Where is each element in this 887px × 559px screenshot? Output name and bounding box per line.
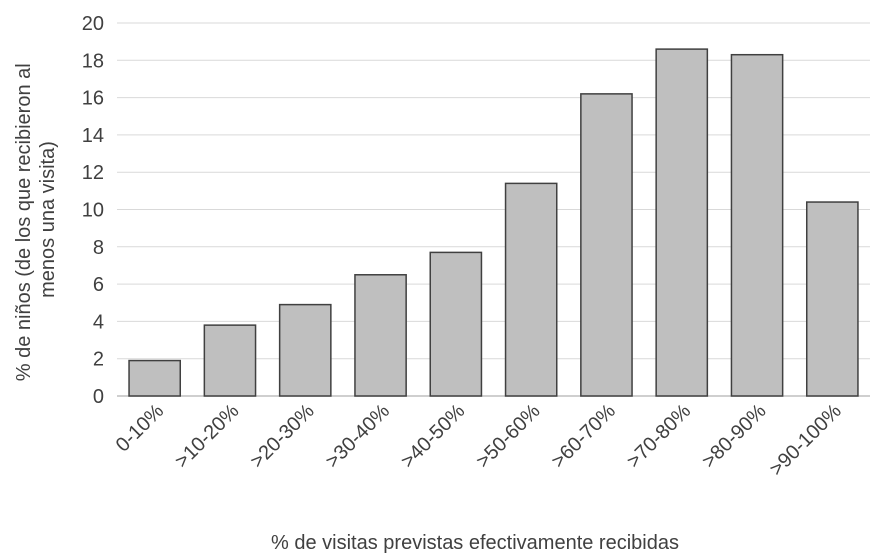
bar (805, 201, 859, 397)
x-axis-label: % de visitas previstas efectivamente rec… (271, 532, 679, 554)
y-tick-label: 16 (82, 88, 104, 110)
x-tick-labels: 0-10% >10-20% >20-30% >30-40% >40-50% >50-60%… (112, 400, 846, 481)
x-tick-label: >40-50% (397, 400, 470, 473)
x-tick-label: >50-60% (472, 400, 545, 473)
y-tick-label: 18 (82, 50, 104, 72)
y-tick-label: 12 (82, 162, 104, 184)
bar (504, 182, 558, 397)
x-tick-label: >70-80% (623, 400, 696, 473)
x-tick-label: >80-90% (698, 400, 771, 473)
x-tick-label: >10-20% (171, 400, 244, 473)
x-tick-label: >20-30% (246, 400, 319, 473)
y-tick-label: 10 (82, 200, 104, 222)
y-axis-label: % de niños (de los que recibieron al men… (13, 58, 59, 382)
y-axis-label-line-1: % de niños (de los que recibieron al (13, 63, 35, 381)
bar (730, 53, 784, 397)
bar (429, 251, 483, 397)
bars (128, 48, 859, 397)
x-tick-label: >90-100% (765, 400, 846, 481)
bar (354, 274, 407, 397)
bar (278, 303, 332, 397)
y-tick-label: 4 (93, 311, 104, 333)
y-axis-label-line-2: menos una visita) (37, 141, 59, 298)
y-tick-label: 6 (93, 274, 104, 296)
y-tick-label: 2 (93, 349, 104, 371)
bar (655, 48, 709, 397)
x-tick-label: >60-70% (547, 400, 620, 473)
y-tick-label: 8 (93, 237, 104, 259)
y-tick-label: 14 (82, 125, 104, 147)
bar (203, 324, 257, 397)
x-tick-label: 0-10% (112, 400, 169, 457)
bar (580, 93, 633, 397)
y-tick-label: 20 (82, 13, 104, 35)
x-tick-label: >30-40% (322, 400, 395, 473)
y-tick-labels: 0 2 4 6 8 10 12 14 16 18 20 (82, 13, 104, 408)
y-tick-label: 0 (93, 386, 104, 408)
bar (128, 359, 182, 397)
